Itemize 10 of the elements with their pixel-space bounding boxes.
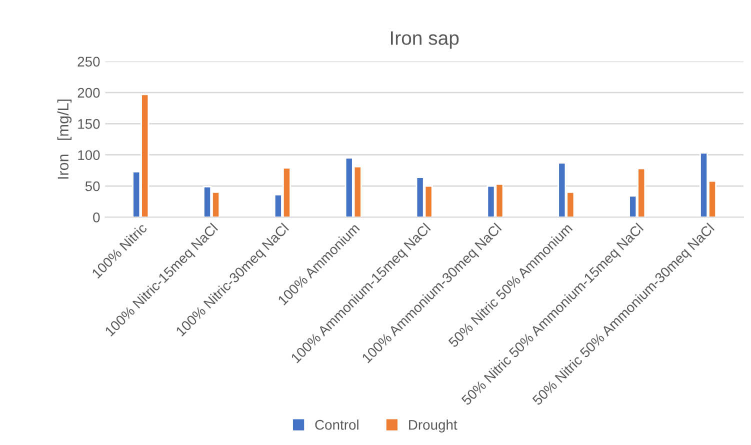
y-tick-label: 50	[85, 181, 100, 192]
y-tick-label: 100	[78, 150, 100, 160]
y-tick-label: 0	[93, 212, 100, 222]
y-axis-title: Iron [mg/L]	[57, 100, 72, 179]
chart-title: Iron sap	[390, 31, 459, 49]
legend-label: Control	[315, 420, 358, 430]
y-tick-label: 150	[78, 119, 100, 129]
y-tick-label: 250	[78, 56, 100, 67]
legend-label: Drought	[409, 420, 458, 432]
y-tick-label: 200	[78, 88, 100, 98]
